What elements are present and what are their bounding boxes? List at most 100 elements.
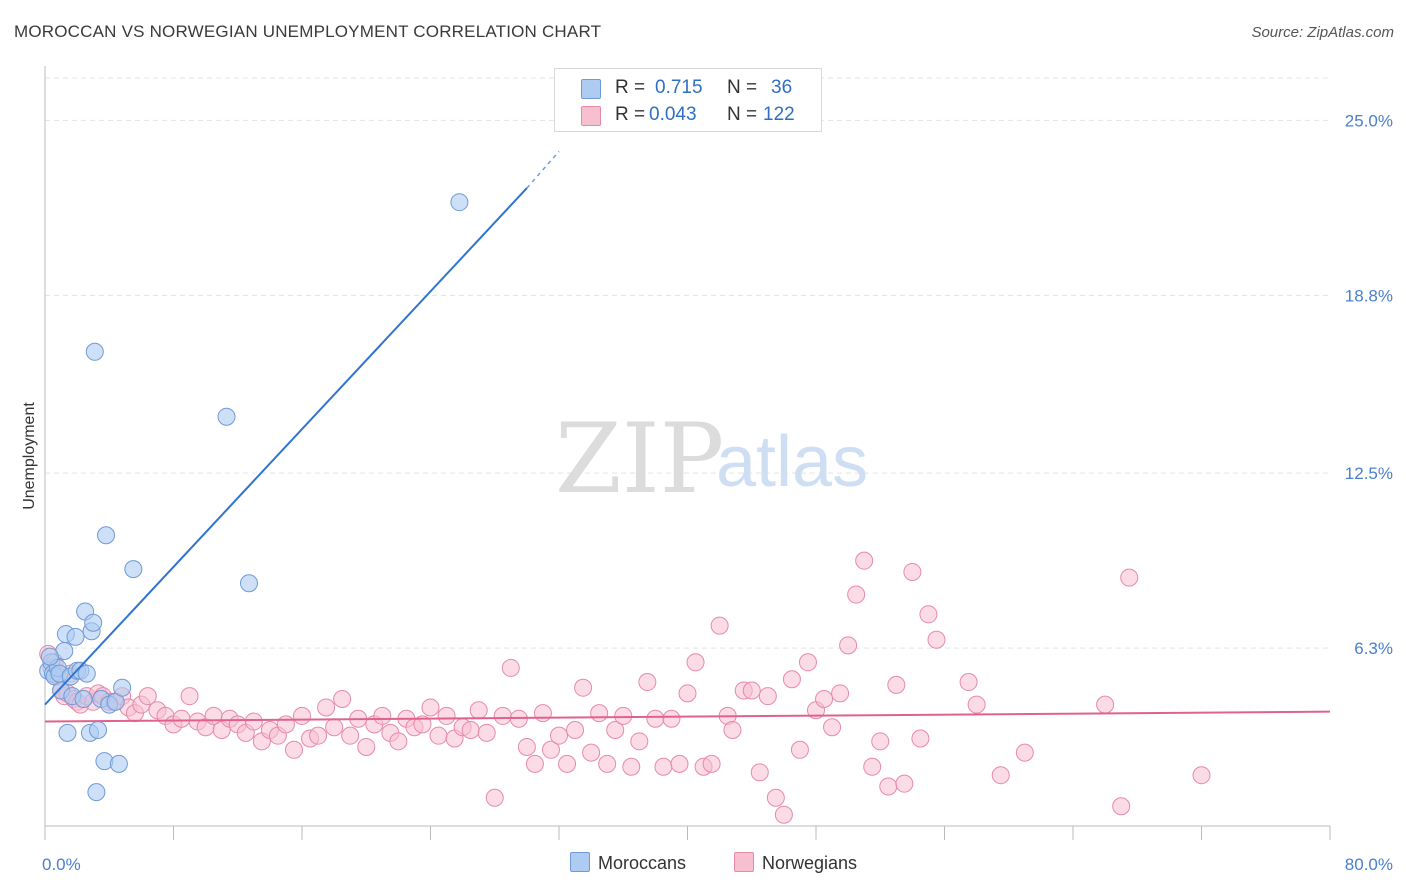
norwegian-point (742, 681, 761, 700)
norwegian-point (1192, 766, 1211, 785)
norwegian-point (831, 684, 850, 703)
legend-item-moroccans: Moroccans (570, 852, 686, 874)
norwegian-point (638, 673, 657, 692)
norwegian-point (911, 729, 930, 748)
norwegian-point (180, 687, 199, 706)
norwegian-point (662, 709, 681, 728)
norwegian-point (421, 698, 440, 717)
legend-r-label: R = (615, 104, 646, 125)
y-tick-label: 18.8% (1345, 286, 1393, 305)
norwegian-point (606, 721, 625, 740)
moroccan-point (124, 560, 143, 579)
norwegian-point (702, 754, 721, 773)
axes (44, 66, 1331, 840)
norwegian-point (670, 754, 689, 773)
norwegian-point (686, 653, 705, 672)
norwegian-point (790, 740, 809, 759)
y-tick-label: 25.0% (1345, 111, 1393, 130)
source-credit: Source: ZipAtlas.com (1251, 24, 1394, 41)
norwegian-point (598, 754, 617, 773)
norwegian-point (1120, 568, 1139, 587)
chart-title: MOROCCAN VS NORWEGIAN UNEMPLOYMENT CORRE… (14, 22, 602, 41)
trend-lines (44, 150, 1331, 723)
norwegian-point (959, 673, 978, 692)
norwegian-point (1112, 797, 1131, 816)
norwegian-point (276, 715, 295, 734)
watermark: ZIP atlas (555, 403, 868, 515)
norwegian-point (622, 757, 641, 776)
moroccan-series (39, 193, 469, 802)
norwegian-point (766, 788, 785, 807)
norwegian-point (654, 757, 673, 776)
moroccan-trend-line (44, 187, 528, 706)
norwegian-point (887, 675, 906, 694)
legend-item-norwegians: Norwegians (734, 852, 857, 874)
norwegian-point (244, 712, 263, 731)
norwegian-series (39, 551, 1211, 824)
moroccan-legend-label: Moroccans (598, 853, 687, 873)
norwegian-point (823, 718, 842, 737)
norwegian-point (550, 726, 568, 745)
norwegian-point (333, 689, 352, 708)
norwegian-point (919, 605, 938, 624)
norwegian-point (389, 732, 408, 751)
moroccan-point (77, 664, 96, 683)
norwegian-point (341, 726, 360, 745)
norwegian-point (485, 788, 504, 807)
moroccan-point (109, 754, 128, 773)
norwegian-trend-line (44, 710, 1331, 723)
moroccan-swatch (581, 79, 601, 99)
legend-n-value: 36 (771, 77, 793, 98)
moroccan-point (113, 678, 132, 697)
norwegian-point (525, 754, 544, 773)
norwegian-point (815, 689, 834, 708)
norwegian-point (710, 616, 729, 635)
norwegian-point (927, 630, 946, 649)
x-tick-label: 0.0% (42, 855, 81, 874)
grid-lines (45, 77, 1330, 649)
norwegian-point (309, 726, 328, 745)
norwegian-legend-swatch (734, 852, 754, 872)
norwegian-point (477, 723, 496, 742)
norwegian-point (798, 653, 817, 672)
norwegian-point (646, 709, 665, 728)
norwegian-point (1096, 695, 1115, 714)
norwegian-point (574, 678, 593, 697)
norwegian-point (879, 777, 898, 796)
norwegian-point (469, 701, 488, 720)
correlation-legend: R = 0.715 N = 36 R = 0.043 N = 122 (554, 68, 822, 132)
norwegian-point (839, 636, 858, 655)
norwegian-point (373, 706, 392, 725)
norwegian-point (357, 737, 376, 756)
norwegian-point (293, 706, 311, 725)
norwegian-point (325, 718, 344, 737)
norwegian-point (501, 658, 520, 677)
legend-r-label: R = (615, 77, 646, 98)
norwegian-swatch (581, 106, 601, 126)
watermark-zip: ZIP (555, 403, 724, 515)
norwegian-point (590, 704, 609, 723)
norwegian-point (413, 715, 432, 734)
norwegian-point (903, 562, 922, 581)
legend-row-moroccans: R = 0.715 N = 36 (555, 75, 821, 103)
norwegian-point (317, 698, 336, 717)
norwegian-point (871, 732, 890, 751)
norwegian-point (991, 766, 1010, 785)
norwegian-point (614, 706, 633, 725)
moroccan-point (74, 689, 93, 708)
moroccan-legend-swatch (570, 852, 590, 872)
legend-n-label: N = (727, 104, 758, 125)
norwegian-point (138, 687, 157, 706)
watermark-atlas: atlas (716, 422, 868, 502)
y-axis-label: Unemployment (21, 402, 38, 510)
moroccan-point (239, 574, 258, 593)
norwegian-point (895, 774, 914, 793)
legend-n-label: N = (727, 77, 758, 98)
legend-n-value: 122 (763, 104, 795, 125)
y-tick-label: 12.5% (1345, 464, 1393, 483)
norwegian-point (566, 721, 585, 740)
norwegian-point (558, 754, 577, 773)
moroccan-point (217, 407, 236, 426)
y-tick-label: 6.3% (1354, 639, 1393, 658)
